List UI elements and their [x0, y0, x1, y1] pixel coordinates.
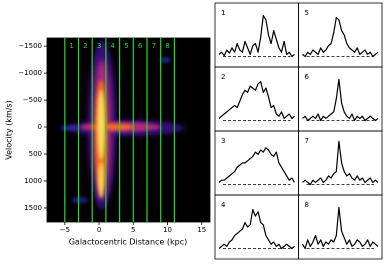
region-label: 5 [124, 42, 128, 50]
region-label: 2 [83, 42, 87, 50]
spectrum-line [302, 17, 379, 58]
spectrum-panel [214, 194, 299, 260]
panel-label: 5 [305, 9, 309, 17]
x-tick-label: 0 [97, 226, 101, 234]
y-tick-label: −1000 [18, 69, 42, 77]
region-label: 4 [111, 42, 116, 50]
panel-label: 1 [221, 9, 225, 17]
panel-label: 8 [305, 201, 309, 209]
x-tick-label: 5 [131, 226, 135, 234]
spectrum-panel [298, 66, 383, 132]
x-tick-label: 15 [197, 226, 206, 234]
x-axis-label: Galactocentric Distance (kpc) [69, 238, 188, 247]
spectrum-line [302, 78, 379, 122]
region-label: 3 [97, 42, 101, 50]
x-tick-label: 10 [163, 226, 172, 234]
spectrum-panel [298, 194, 383, 260]
spectrum-line [302, 140, 379, 186]
spectrum-panel [214, 2, 299, 68]
region-label: 6 [138, 42, 143, 50]
spectrum-line [301, 206, 379, 250]
y-tick-label: 500 [29, 150, 42, 158]
panel-label: 6 [305, 73, 310, 81]
spectrum-line [218, 14, 295, 58]
y-tick-label: 1000 [24, 177, 42, 185]
x-tick-label: −5 [60, 226, 70, 234]
panel-label: 7 [305, 137, 309, 145]
spectrum-panel [214, 66, 299, 132]
panel-label: 3 [221, 137, 225, 145]
axes-frame [46, 37, 211, 223]
region-label: 7 [152, 42, 156, 50]
spectrum-panel [214, 130, 299, 196]
y-tick-label: −1500 [18, 42, 42, 50]
spectrum-line [218, 147, 296, 183]
y-tick-label: −500 [23, 96, 42, 104]
panel-label: 4 [221, 201, 226, 209]
y-axis-label: Velocity (km/s) [5, 100, 14, 159]
spectrum-panel [298, 2, 383, 68]
spectrum-panel [298, 130, 383, 196]
y-tick-label: 1500 [24, 204, 42, 212]
spectrum-line [218, 81, 295, 119]
spectrum-line [218, 209, 295, 250]
region-label: 1 [69, 42, 73, 50]
region-label: 8 [165, 42, 169, 50]
heatmap-intensity [60, 40, 185, 210]
y-tick-label: 0 [38, 123, 42, 131]
panel-label: 2 [221, 73, 225, 81]
